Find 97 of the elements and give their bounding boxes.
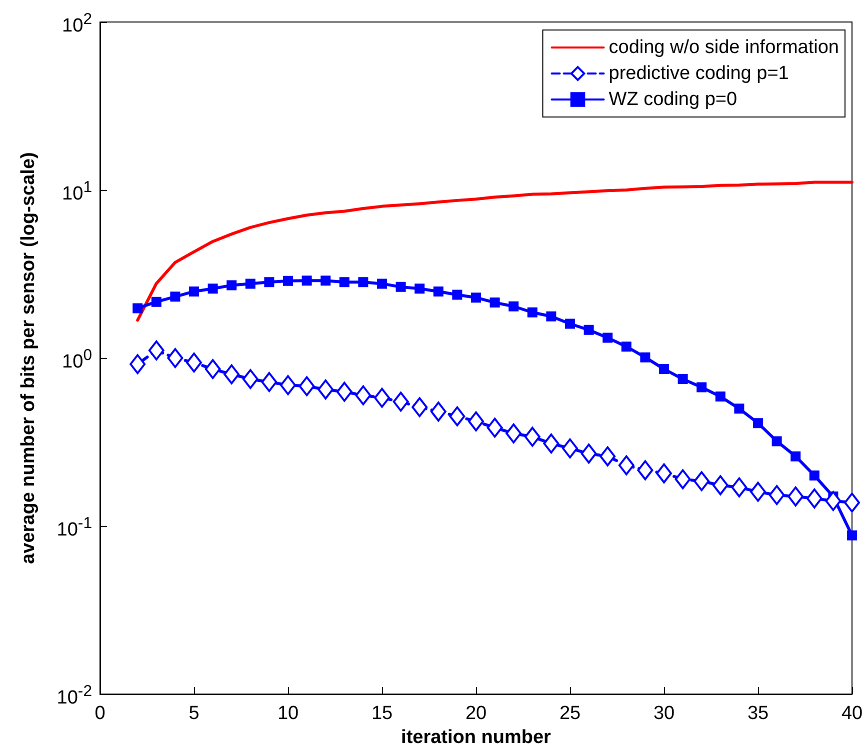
point [396, 282, 406, 292]
point [562, 438, 578, 458]
point [264, 277, 274, 288]
point [600, 446, 616, 466]
point [170, 292, 180, 302]
point [132, 303, 143, 314]
point [844, 492, 860, 513]
x-tick-label: 0 [94, 703, 106, 724]
y-tick-label: 10$^{1}$ [62, 178, 92, 206]
point [392, 392, 409, 412]
point [825, 491, 842, 512]
legend-label: WZ coding p=0 [608, 89, 738, 110]
point [302, 276, 312, 286]
point [433, 286, 444, 296]
y-tick-label: 10$^{0}$ [62, 346, 92, 374]
legend-label: coding w/o side information [608, 37, 840, 58]
x-tick-label: 15 [371, 703, 393, 724]
x-tick-label: 30 [653, 703, 675, 724]
x-tick-label: 25 [559, 703, 581, 724]
point [772, 436, 782, 446]
x-tick-label: 5 [188, 703, 200, 724]
point [678, 374, 688, 384]
point [847, 530, 857, 540]
point [565, 318, 575, 329]
point [226, 280, 237, 290]
point [618, 455, 634, 476]
point [471, 292, 481, 303]
point [656, 463, 672, 484]
point [318, 379, 334, 400]
point [224, 364, 240, 384]
y-axis-title: average number of bits per sensor (log-scale) [18, 152, 39, 564]
point [768, 485, 785, 506]
point [731, 477, 748, 498]
point [298, 376, 315, 396]
point [167, 348, 184, 368]
point [696, 382, 707, 392]
point [508, 301, 519, 312]
point [715, 392, 726, 402]
point [524, 426, 540, 447]
point [320, 276, 331, 286]
point [809, 470, 820, 480]
point [336, 382, 352, 402]
point [151, 296, 162, 307]
point [130, 354, 146, 374]
point [452, 290, 462, 300]
point [546, 311, 556, 322]
point [543, 434, 560, 454]
point [374, 388, 390, 408]
point [584, 324, 594, 335]
point [377, 278, 387, 289]
point [186, 352, 202, 373]
point [788, 486, 804, 506]
point [280, 375, 296, 396]
point [753, 418, 763, 428]
x-tick-label: 40 [841, 703, 863, 724]
point [621, 342, 632, 352]
point [355, 385, 372, 406]
point [283, 276, 293, 286]
point [694, 471, 710, 492]
point [640, 352, 650, 362]
point [208, 284, 218, 294]
point [490, 298, 500, 308]
y-tick-label: 10$^{2}$ [62, 10, 92, 38]
point [712, 475, 728, 496]
point [486, 418, 503, 438]
point [602, 332, 613, 343]
point [412, 397, 428, 418]
x-axis-title: iteration number [401, 727, 552, 748]
point [790, 451, 801, 462]
point [637, 460, 654, 480]
line-series [136, 180, 854, 322]
x-tick-label: 10 [277, 703, 299, 724]
point [468, 411, 484, 432]
point [659, 364, 669, 374]
point [414, 284, 425, 294]
point [430, 402, 446, 422]
point [204, 359, 221, 380]
point [674, 469, 691, 490]
legend-label: predictive coding p=1 [608, 63, 789, 84]
point [527, 307, 538, 318]
point [506, 423, 522, 444]
point [189, 286, 199, 296]
point [734, 404, 744, 414]
point [806, 488, 822, 508]
y-tick-label: 10$^{-1}$ [56, 514, 92, 542]
point [339, 277, 350, 288]
point [580, 444, 597, 464]
point [449, 406, 466, 426]
point [242, 369, 258, 390]
point [245, 278, 256, 289]
x-tick-label: 20 [465, 703, 487, 724]
y-tick-label: 10$^{-2}$ [56, 682, 92, 710]
x-tick-label: 35 [747, 703, 769, 724]
point [358, 277, 368, 288]
point [750, 482, 766, 502]
point [261, 372, 278, 392]
point [148, 340, 164, 360]
